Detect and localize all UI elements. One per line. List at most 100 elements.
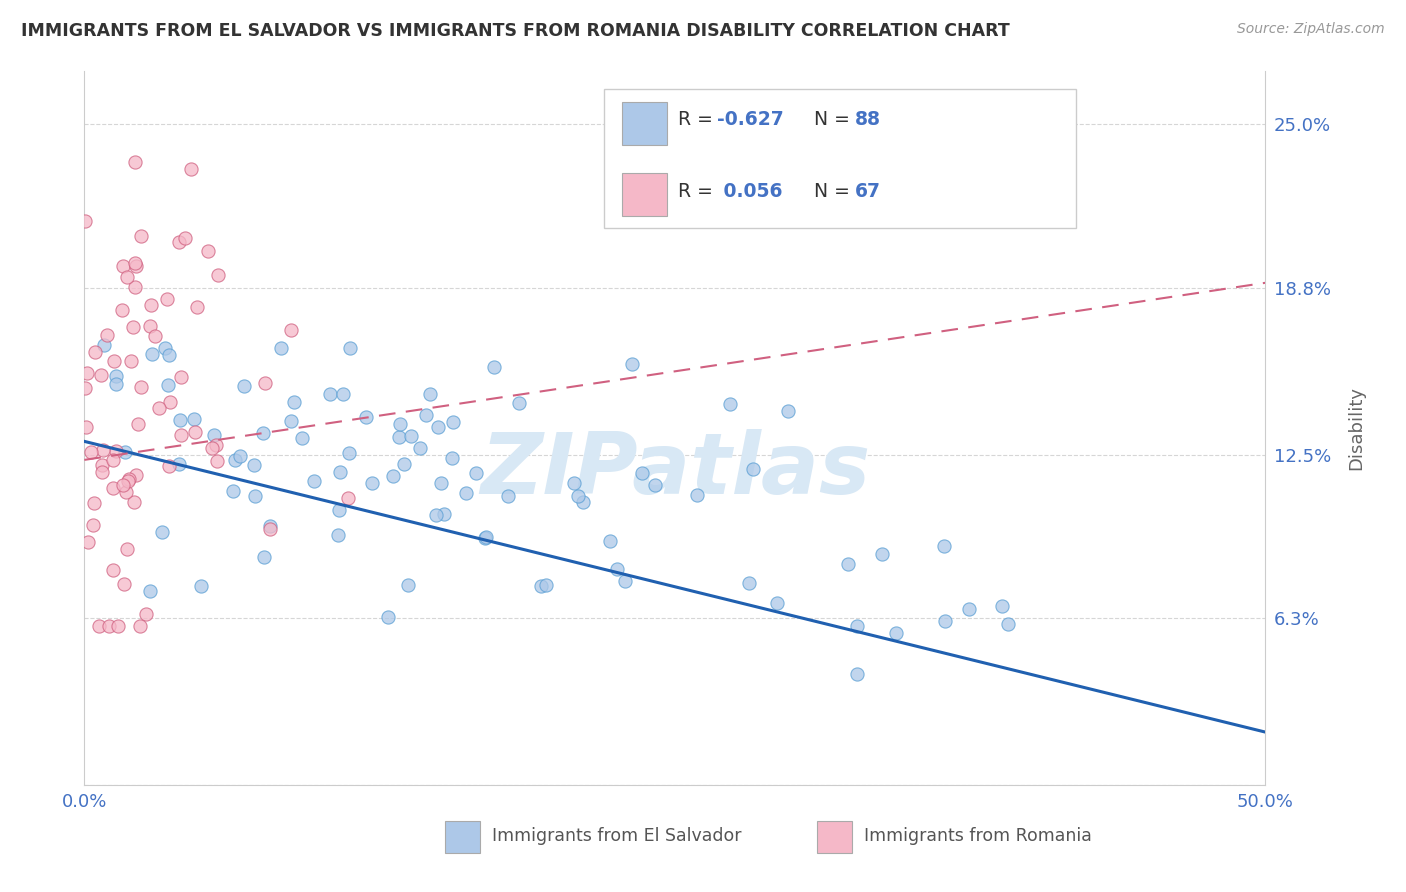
Point: [846, 619, 869, 633]
Point: [129, 380, 152, 394]
Point: [153, 341, 176, 355]
Point: [115, 269, 138, 284]
Point: [409, 441, 432, 455]
Point: [846, 666, 869, 681]
Text: IMMIGRANTS FROM EL SALVADOR VS IMMIGRANTS FROM ROMANIA DISABILITY CORRELATION CH: IMMIGRANTS FROM EL SALVADOR VS IMMIGRANT…: [21, 22, 1010, 40]
Point: [125, 259, 148, 273]
Point: [742, 462, 765, 476]
Point: [614, 574, 637, 589]
Point: [433, 508, 456, 522]
Point: [997, 617, 1019, 632]
Point: [202, 428, 225, 442]
Text: Source: ZipAtlas.com: Source: ZipAtlas.com: [1237, 22, 1385, 37]
Point: [112, 577, 135, 591]
Point: [167, 457, 190, 471]
Point: [76, 366, 98, 380]
Point: [776, 404, 799, 418]
Point: [399, 428, 422, 442]
Point: [339, 341, 361, 355]
Point: [156, 377, 179, 392]
FancyBboxPatch shape: [444, 821, 479, 853]
Point: [201, 441, 224, 455]
Point: [190, 579, 212, 593]
Point: [243, 458, 266, 473]
Point: [454, 485, 477, 500]
Point: [392, 457, 415, 471]
Point: [77, 535, 100, 549]
Point: [170, 428, 193, 442]
Point: [183, 412, 205, 426]
Point: [83, 344, 105, 359]
Point: [283, 395, 305, 409]
Point: [139, 584, 162, 599]
Point: [382, 468, 405, 483]
Point: [124, 256, 146, 270]
FancyBboxPatch shape: [605, 89, 1077, 228]
Text: 0.056: 0.056: [717, 182, 783, 201]
Point: [205, 438, 228, 452]
Point: [329, 466, 352, 480]
Point: [337, 491, 360, 505]
Point: [101, 563, 124, 577]
FancyBboxPatch shape: [621, 173, 666, 216]
Point: [104, 444, 127, 458]
Point: [270, 341, 292, 355]
Point: [302, 474, 325, 488]
Point: [440, 451, 463, 466]
Text: -0.627: -0.627: [717, 111, 785, 129]
Point: [644, 477, 666, 491]
Point: [207, 268, 229, 282]
Point: [224, 453, 246, 467]
Point: [508, 396, 530, 410]
Text: 88: 88: [855, 111, 880, 129]
Point: [959, 601, 981, 615]
Point: [319, 387, 342, 401]
Point: [115, 485, 138, 500]
Point: [124, 280, 146, 294]
Point: [419, 387, 441, 401]
Point: [118, 472, 141, 486]
Point: [169, 370, 191, 384]
Point: [259, 518, 281, 533]
Point: [599, 533, 621, 548]
Point: [567, 490, 589, 504]
Point: [101, 453, 124, 467]
Point: [562, 475, 585, 490]
Point: [91, 458, 114, 473]
Point: [377, 610, 399, 624]
Point: [326, 528, 349, 542]
Point: [328, 503, 350, 517]
Point: [253, 549, 276, 564]
Point: [606, 562, 628, 576]
FancyBboxPatch shape: [621, 102, 666, 145]
Point: [197, 244, 219, 258]
Point: [441, 415, 464, 429]
Point: [228, 449, 250, 463]
Point: [114, 444, 136, 458]
Point: [621, 357, 644, 371]
Text: Immigrants from El Salvador: Immigrants from El Salvador: [492, 828, 741, 846]
Point: [91, 442, 114, 457]
Point: [82, 518, 104, 533]
Point: [122, 320, 145, 334]
Point: [157, 458, 180, 473]
Point: [167, 235, 190, 249]
Point: [291, 431, 314, 445]
Point: [884, 626, 907, 640]
Text: ZIPatlas: ZIPatlas: [479, 429, 870, 513]
Point: [169, 412, 191, 426]
Point: [738, 575, 761, 590]
FancyBboxPatch shape: [817, 821, 852, 853]
Point: [837, 558, 859, 572]
Point: [117, 542, 139, 557]
Point: [361, 475, 384, 490]
Point: [103, 353, 125, 368]
Point: [75, 420, 97, 434]
Point: [280, 323, 302, 337]
Point: [159, 395, 181, 409]
Point: [129, 229, 152, 244]
Point: [254, 376, 277, 390]
Point: [280, 414, 302, 428]
Point: [129, 619, 152, 633]
Point: [430, 476, 453, 491]
